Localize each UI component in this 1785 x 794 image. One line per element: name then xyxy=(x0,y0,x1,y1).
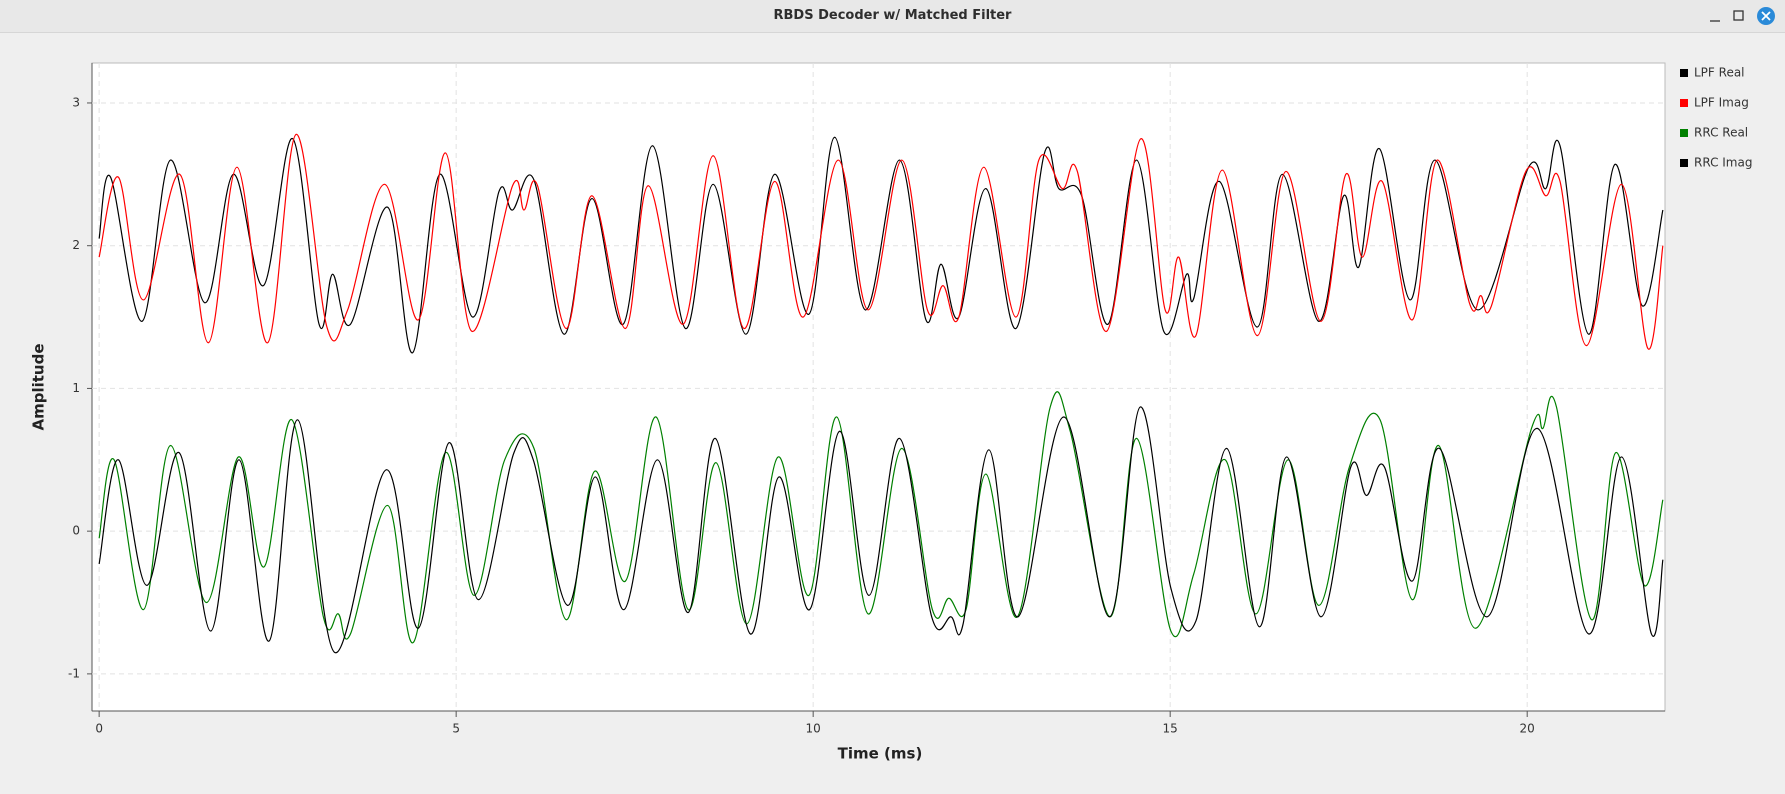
title-bar: RBDS Decoder w/ Matched Filter xyxy=(0,0,1785,33)
x-tick-label: 15 xyxy=(1163,722,1178,736)
plot-area xyxy=(91,62,1666,712)
x-tick-label: 10 xyxy=(806,722,821,736)
window-title: RBDS Decoder w/ Matched Filter xyxy=(773,8,1012,23)
y-tick-label: 1 xyxy=(72,381,80,395)
y-tick-label: 2 xyxy=(72,238,80,252)
y-tick-label: 3 xyxy=(72,95,80,109)
y-tick-label: -1 xyxy=(68,666,80,680)
y-tick-label: 0 xyxy=(72,524,80,538)
data-line xyxy=(98,391,1664,644)
legend-label: RRC Imag xyxy=(1694,156,1752,170)
chart: Amplitude Time (ms) -1 0 1 2 3 0 5 10 15 20 LPF Re… xyxy=(30,62,1752,763)
data-line xyxy=(98,406,1664,654)
y-axis-label: Amplitude xyxy=(30,343,48,430)
legend-swatch xyxy=(1680,129,1688,137)
plot-lines xyxy=(98,133,1664,654)
legend-label: LPF Real xyxy=(1694,66,1745,80)
x-tick-label: 20 xyxy=(1520,722,1535,736)
data-line xyxy=(98,133,1664,350)
legend-label: LPF Imag xyxy=(1694,96,1749,110)
legend-swatch xyxy=(1680,159,1688,167)
close-button[interactable] xyxy=(1757,7,1775,25)
legend-swatch xyxy=(1680,69,1688,77)
legend-swatch xyxy=(1680,99,1688,107)
maximize-button[interactable] xyxy=(1733,10,1744,21)
x-tick-label: 0 xyxy=(95,722,103,736)
x-axis-label: Time (ms) xyxy=(838,745,923,763)
data-line xyxy=(98,136,1664,354)
legend-label: RRC Real xyxy=(1694,126,1748,140)
x-tick-label: 5 xyxy=(452,722,460,736)
window-controls xyxy=(1710,7,1775,25)
